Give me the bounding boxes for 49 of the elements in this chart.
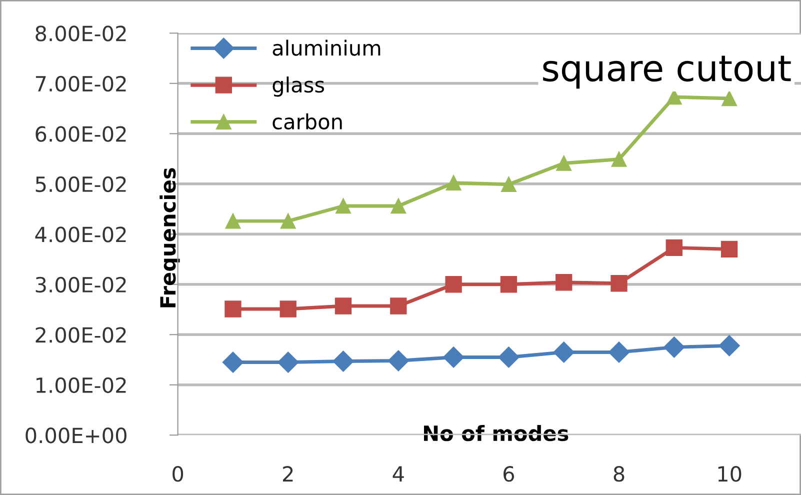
point — [390, 198, 406, 214]
y-axis-title: Frequencies — [160, 168, 180, 308]
point — [553, 342, 574, 363]
y-tick-label: 4.00E-02 — [35, 226, 126, 242]
point — [664, 336, 685, 358]
y-tick-label: 3.00E-02 — [36, 276, 126, 293]
x-tick-label: 0 — [172, 466, 184, 482]
point — [718, 335, 740, 356]
point — [610, 275, 628, 292]
point — [332, 350, 354, 372]
point — [556, 156, 572, 171]
y-tick-label: 2.00E-02 — [36, 327, 126, 343]
point — [556, 274, 572, 291]
point — [280, 213, 296, 229]
x-tick-label: 10 — [718, 466, 742, 482]
point — [611, 152, 627, 167]
point — [666, 239, 682, 256]
point — [500, 276, 518, 293]
x-tick-label: 6 — [504, 466, 514, 482]
point — [225, 213, 241, 229]
y-tick-label: 5.00E-02 — [36, 176, 126, 192]
legend-label: glass — [272, 76, 324, 97]
y-tick-label: 1.00E-02 — [36, 377, 126, 394]
point — [390, 298, 407, 314]
point — [280, 300, 296, 318]
point — [446, 175, 462, 191]
point — [336, 198, 351, 214]
y-tick-label: 0.00E+00 — [26, 428, 126, 444]
point — [720, 240, 738, 258]
point — [445, 276, 462, 293]
point — [334, 298, 352, 314]
point — [278, 352, 299, 373]
legend-label: aluminium — [272, 40, 380, 56]
text: square cutout — [543, 56, 791, 89]
y-tick-label: 6.00E-02 — [36, 126, 126, 142]
x-tick-label: 2 — [283, 466, 293, 482]
point — [501, 176, 516, 192]
point — [498, 346, 520, 368]
point — [224, 300, 242, 318]
x-tick-label: 8 — [614, 466, 624, 482]
x-tick-label: 4 — [392, 466, 404, 482]
point — [222, 352, 244, 373]
point — [443, 346, 464, 368]
y-tick-label: 8.00E-02 — [36, 26, 126, 42]
point — [722, 90, 737, 106]
y-tick-label: 7.00E-02 — [36, 76, 126, 92]
point — [388, 350, 409, 372]
legend-label: carbon — [272, 113, 342, 130]
point — [608, 342, 630, 363]
